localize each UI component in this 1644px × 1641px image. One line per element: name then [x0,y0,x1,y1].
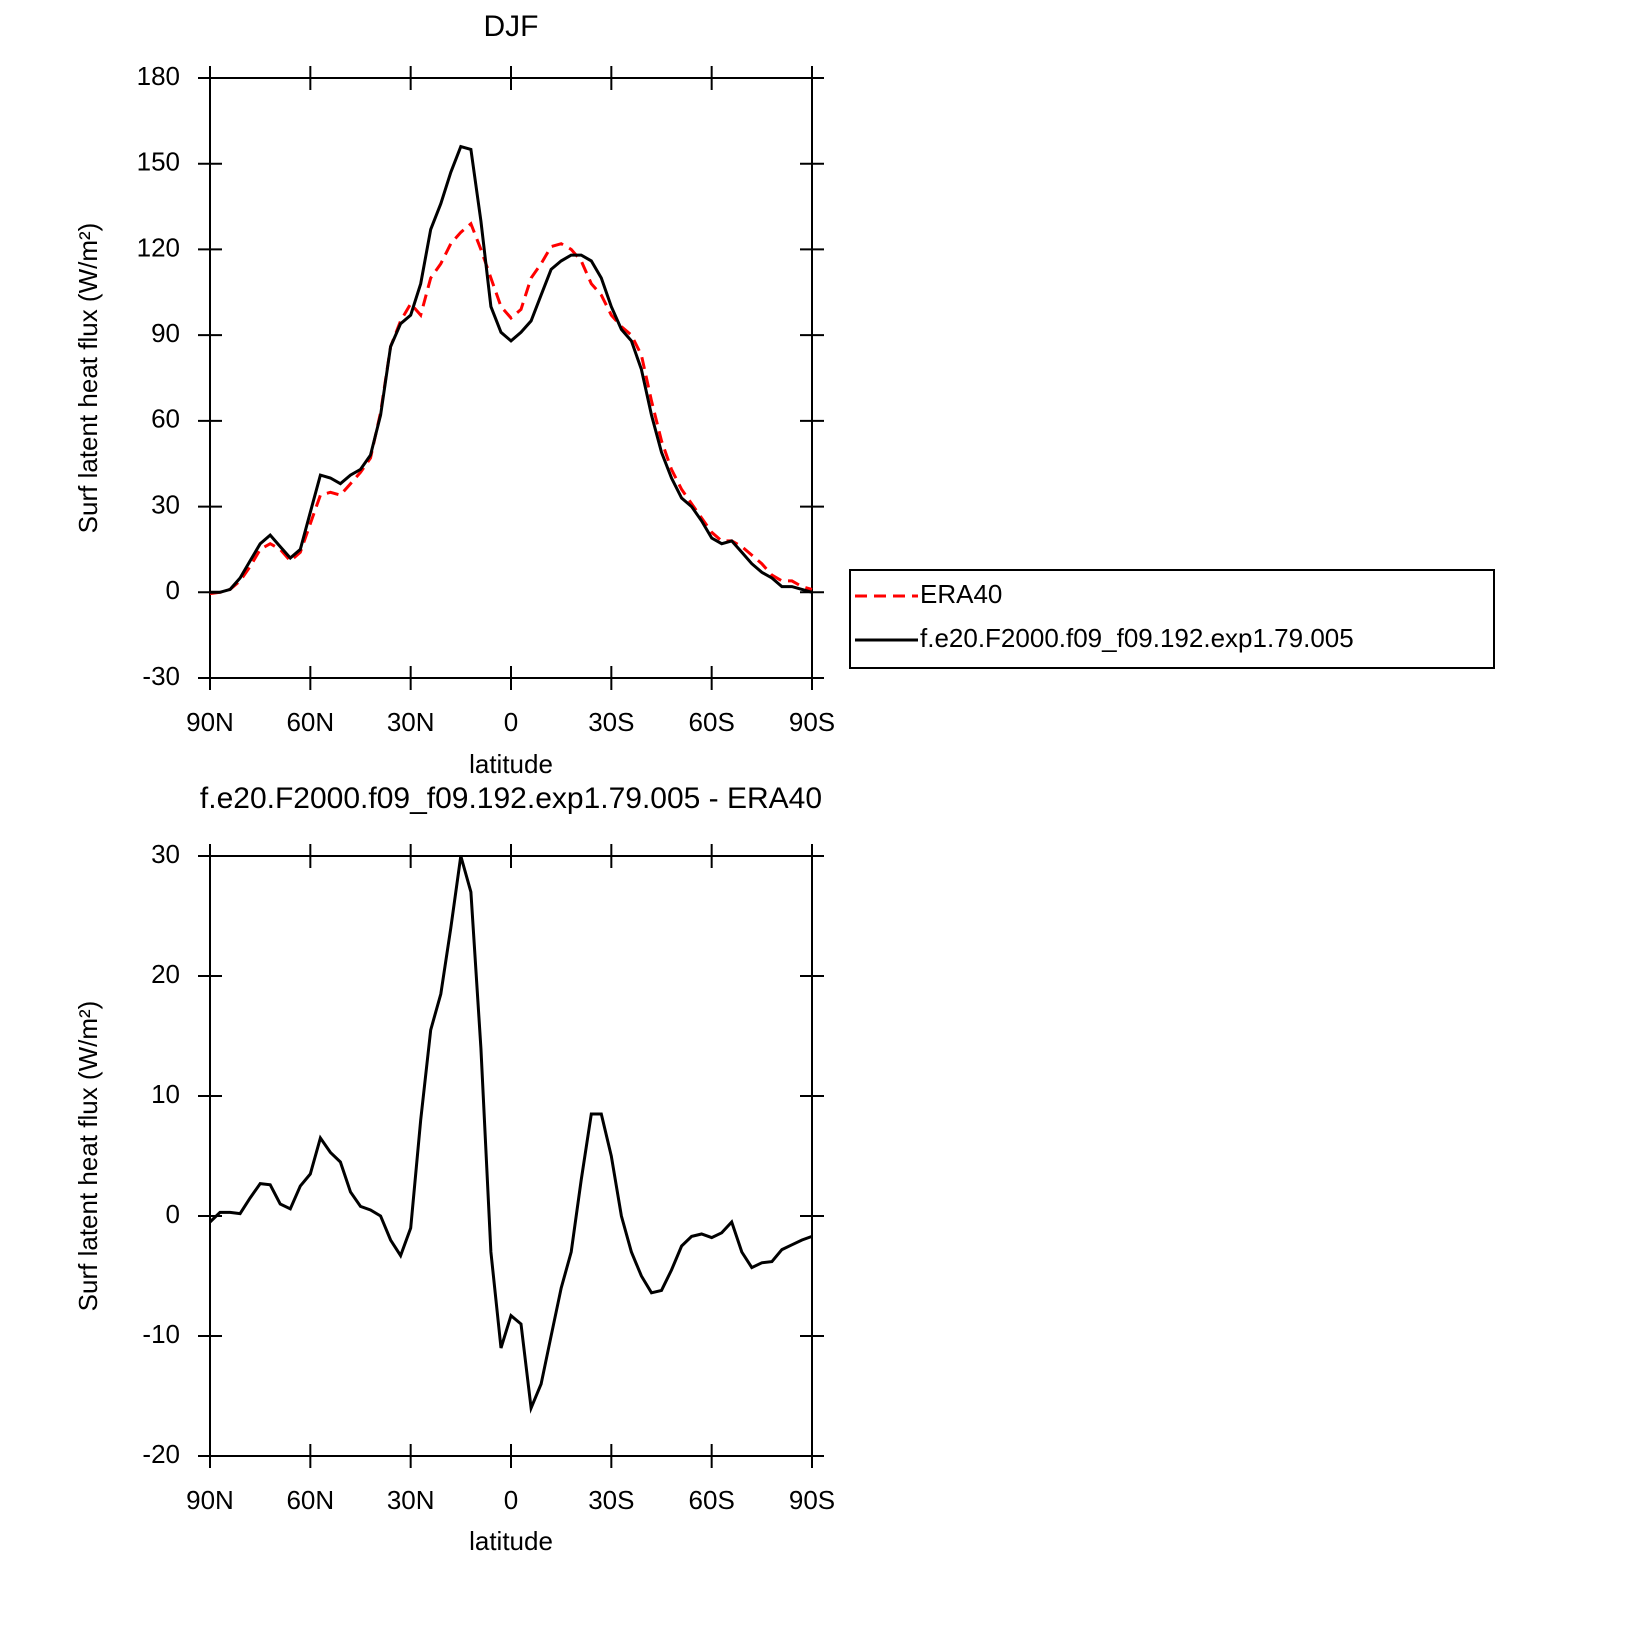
y-tick-label: 180 [137,61,180,91]
y-axis-label: Surf latent heat flux (W/m²) [73,1001,103,1312]
x-axis-label: latitude [469,1526,553,1556]
y-axis-label: Surf latent heat flux (W/m²) [73,223,103,534]
y-tick-label: 90 [151,318,180,348]
x-tick-label: 30S [588,707,634,737]
x-tick-label: 90N [186,1485,234,1515]
x-tick-label: 60N [286,1485,334,1515]
y-tick-label: -30 [142,661,180,691]
y-tick-label: 0 [166,575,180,605]
y-tick-label: -10 [142,1319,180,1349]
plot-frame [209,855,813,1457]
y-tick-label: 0 [166,1199,180,1229]
data-line [209,221,813,596]
y-tick-label: 60 [151,404,180,434]
y-tick-label: 30 [151,489,180,519]
y-tick-label: 20 [151,959,180,989]
x-tick-label: 30N [387,707,435,737]
y-tick-label: -20 [142,1439,180,1469]
x-tick-label: 90N [186,707,234,737]
chart-title: DJF [484,10,539,43]
x-tick-label: 90S [789,1485,835,1515]
y-tick-label: 120 [137,232,180,262]
x-tick-label: 30N [387,1485,435,1515]
legend-label: ERA40 [920,579,1002,609]
data-line [208,855,813,1414]
x-tick-label: 90S [789,707,835,737]
legend-label: f.e20.F2000.f09_f09.192.exp1.79.005 [920,623,1354,653]
x-tick-label: 0 [504,1485,518,1515]
plot-frame [209,77,813,679]
x-axis-label: latitude [469,749,553,779]
x-tick-label: 60S [689,1485,735,1515]
x-tick-label: 60N [286,707,334,737]
y-tick-label: 10 [151,1079,180,1109]
y-tick-label: 30 [151,839,180,869]
legend-box [849,569,1495,669]
x-tick-label: 0 [504,707,518,737]
data-line [210,144,813,594]
x-tick-label: 30S [588,1485,634,1515]
chart-title: f.e20.F2000.f09_f09.192.exp1.79.005 - ER… [200,782,822,815]
y-tick-label: 150 [137,147,180,177]
x-tick-label: 60S [689,707,735,737]
